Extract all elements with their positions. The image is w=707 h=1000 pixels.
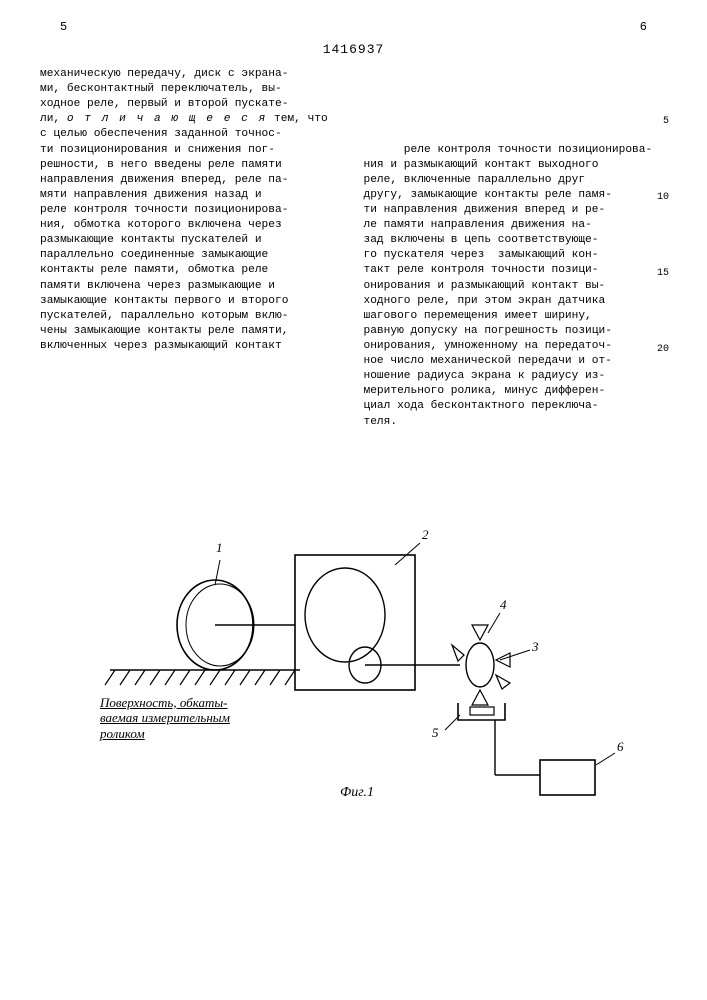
figure-label: Фиг.1 xyxy=(340,785,374,801)
figure-1: 1 2 3 4 5 6 Поверхность, обкаты- ваемая … xyxy=(40,485,667,825)
page-root: 5 6 1416937 механическую передачу, диск … xyxy=(0,0,707,1000)
line-number-20: 20 xyxy=(657,343,669,357)
emphasis-word: о т л и ч а ю щ е е с я xyxy=(67,113,267,125)
left-col-text-2: тем, что с целью обеспечения заданной то… xyxy=(40,113,328,352)
text-columns: механическую передачу, диск с экрана- ми… xyxy=(40,67,667,445)
component-4: 4 xyxy=(500,597,507,613)
figure-caption: Поверхность, обкаты- ваемая измерительны… xyxy=(100,695,230,742)
line-number-5: 5 xyxy=(663,115,669,129)
caption-line-1: Поверхность, обкаты- xyxy=(100,695,227,710)
line-number-15: 15 xyxy=(657,267,669,281)
figure-svg xyxy=(40,485,660,805)
left-column: механическую передачу, диск с экрана- ми… xyxy=(40,67,344,445)
right-column: 5 10 15 20 реле контроля точности позици… xyxy=(364,67,668,445)
caption-line-3: роликом xyxy=(100,726,145,741)
component-5: 5 xyxy=(432,725,439,741)
page-number-row: 5 6 xyxy=(40,20,667,34)
page-number-left: 5 xyxy=(60,20,67,34)
component-2: 2 xyxy=(422,527,429,543)
right-col-text: реле контроля точности позиционирова- ни… xyxy=(364,144,653,428)
caption-line-2: ваемая измерительным xyxy=(100,710,230,725)
component-3: 3 xyxy=(532,639,539,655)
disk-assembly xyxy=(452,625,510,705)
line-number-10: 10 xyxy=(657,191,669,205)
page-number-right: 6 xyxy=(640,20,647,34)
document-number: 1416937 xyxy=(40,42,667,57)
component-1: 1 xyxy=(216,540,223,556)
component-6: 6 xyxy=(617,739,624,755)
